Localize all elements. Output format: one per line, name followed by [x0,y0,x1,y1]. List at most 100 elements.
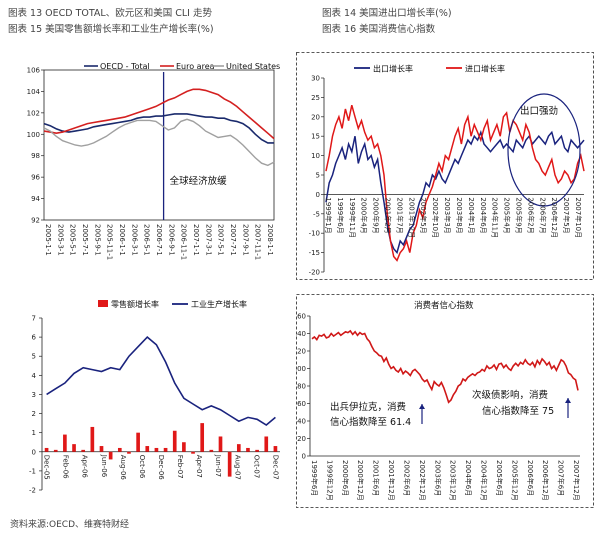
x-tick-label: 2005-5-1 [69,224,77,256]
series-line-0 [325,129,585,255]
legend-label: 工业生产增长率 [191,299,247,309]
legend-label: Euro area [176,62,215,71]
y-tick-label: 30 [311,75,320,83]
x-tick-label: 2002年6月 [402,460,411,496]
ip-growth-line [46,336,276,426]
x-tick-label: 2007年5月 [562,197,571,233]
y-tick-label: 96 [31,174,40,182]
x-tick-label: 2001年12月 [387,460,396,501]
x-tick-label: 1999年6月 [336,197,345,233]
y-tick-label: 2 [32,410,36,418]
legend-swatch [98,300,108,307]
x-tick-label: Dec-06 [157,455,165,481]
retail-bar [63,434,67,452]
retail-bar [163,447,168,452]
x-tick-label: 2001年12月 [407,197,416,238]
panel-border [296,52,594,280]
x-tick-label: 2007-5-1 [217,224,225,256]
retail-bar [136,432,140,452]
annotation-text: 次级债影响，消费 [472,389,548,401]
retail-bar [218,436,223,452]
x-tick-label: Apr-06 [81,455,89,479]
retail-ip-chart-panel: -2 -1 0 1 2 3 4 5 6 7 零售额增长率 工业生产增长率 Dec-05 Feb-06 Apr… [22,294,284,508]
x-tick-label: 2003年6月 [433,460,442,496]
retail-bar [255,449,259,452]
y-tick-label: 0 [302,453,306,461]
plot-frame [43,69,275,221]
x-tick-label: 2004年6月 [479,197,488,233]
retail-bar [209,449,214,452]
x-tick-label: 2005年6月 [495,460,504,496]
x-tick-label: Oct-06 [138,455,146,479]
y-tick-label: 98 [31,152,40,160]
confidence-chart-panel: 消费者信心指数020406080100120140160出兵伊拉克，消费信心指数… [296,294,594,508]
retail-bar [108,451,113,460]
legend-label: 出口增长率 [373,64,413,74]
retail-bar [53,449,58,452]
retail-bar [236,444,241,452]
x-tick-label: 2006年12月 [550,197,559,238]
retail-bar [90,426,95,452]
y-tick-label: 10 [311,152,320,160]
cli-chart: 92 94 96 98 100 102 104 106 OECD - Total Euro are… [27,62,281,260]
y-tick-label: 5 [316,172,320,180]
caption-figure-15: 图表 15 美国零售额增长率和工业生产增长率(%) [8,24,214,35]
retail-bar [191,451,195,454]
x-tick-label: 2003年3月 [443,197,452,233]
x-tick-label: Aug-07 [233,455,241,480]
x-tick-label: 2007-1-1 [192,224,200,256]
legend-label: United States [226,62,280,71]
retail-bar [182,442,186,452]
retail-bar [72,444,76,452]
source-footer: 资料来源:OECD、维赛特财经 [10,520,130,530]
retail-bar [145,446,150,452]
retail-bar [44,447,49,452]
x-tick-label: 2004年11月 [491,197,500,238]
x-tick-label: 2005-3-1 [56,224,64,256]
annotation-text: 全球经济放缓 [170,175,228,187]
x-tick-label: Feb-07 [176,455,184,479]
retail-bar [273,446,278,452]
x-tick-label: Dec-05 [43,455,51,480]
x-tick-label: 2007年6月 [557,460,566,496]
y-tick-label: 1 [32,429,36,437]
x-tick-label: Jun-07 [214,454,222,477]
x-tick-label: 2004年1月 [467,197,476,233]
chart-title: 消费者信心指数 [414,300,474,311]
x-tick-label: 2005-1-1 [44,224,52,256]
retail-bar [172,430,177,452]
x-tick-label: 2006年6月 [526,460,535,496]
y-tick-label: 20 [297,435,306,443]
x-tick-label: 2005-7-1 [81,224,89,256]
x-tick-label: 2008-1-1 [266,224,274,256]
y-tick-label: 104 [27,88,41,96]
retail-ip-chart: -2 -1 0 1 2 3 4 5 6 7 零售额增长率 工业生产增长率 Dec-05 Feb-06 Apr… [29,299,280,495]
y-tick-label: 7 [32,315,36,323]
retail-bar [227,451,232,477]
x-tick-label: 2001年6月 [372,460,381,496]
x-tick-label: Dec-07 [271,455,279,480]
x-tick-label: 2006年7月 [538,197,547,233]
x-tick-label: 2002年5月 [419,197,428,233]
legend-label: 零售额增长率 [111,299,159,309]
annotation-text: 出兵伊拉克，消费 [330,401,406,413]
y-tick-label: 100 [27,131,40,139]
x-tick-label: 2005-11-1 [106,224,114,260]
retail-bar [154,447,159,452]
x-tick-label: 1999年12月 [325,460,334,501]
x-tick-label: 2007-3-1 [204,224,212,256]
series-line-2 [43,118,275,167]
x-tick-label: 2006-9-1 [167,224,175,256]
caption-figure-14: 图表 14 美国进出口增长率(%) [322,8,452,19]
y-tick-label: 20 [311,113,320,121]
y-tick-label: -15 [309,249,320,257]
y-tick-label: 40 [297,418,306,426]
x-tick-label: 2003年8月 [455,197,464,233]
caption-figure-13: 图表 13 OECD TOTAL、欧元区和美国 CLI 走势 [8,8,212,19]
y-tick-label: 94 [31,195,40,203]
y-tick-label: 25 [311,94,320,102]
x-tick-label: Apr-07 [195,455,203,478]
y-tick-label: -2 [29,487,36,495]
y-tick-label: 4 [32,372,37,380]
